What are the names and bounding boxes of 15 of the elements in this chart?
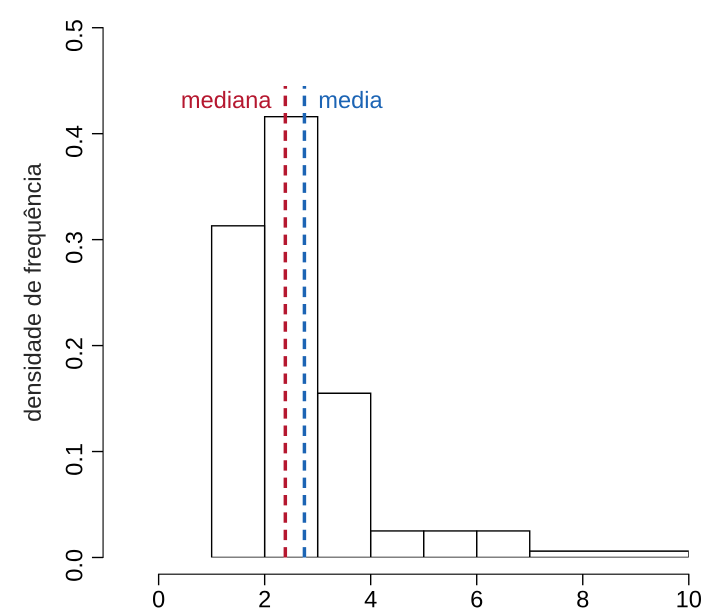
x-tick-label: 4 <box>364 590 377 608</box>
y-tick-label: 0.5 <box>66 20 82 52</box>
x-tick-label: 0 <box>152 590 164 608</box>
y-tick-label: 0.0 <box>66 550 82 581</box>
y-tick-label: 0.4 <box>66 126 82 158</box>
y-tick-label: 0.3 <box>66 232 82 263</box>
y-tick-label: 0.2 <box>66 338 82 369</box>
y-axis-title: densidade de frequência <box>24 163 46 421</box>
x-tick-label: 6 <box>471 590 482 608</box>
x-tick-label: 10 <box>677 590 701 608</box>
ref-line-label: mediana <box>182 90 272 108</box>
y-tick-label: 0.1 <box>66 444 82 475</box>
x-tick-label: 8 <box>577 590 588 608</box>
ref-line-label: media <box>320 90 383 108</box>
x-tick-label: 2 <box>259 590 270 608</box>
